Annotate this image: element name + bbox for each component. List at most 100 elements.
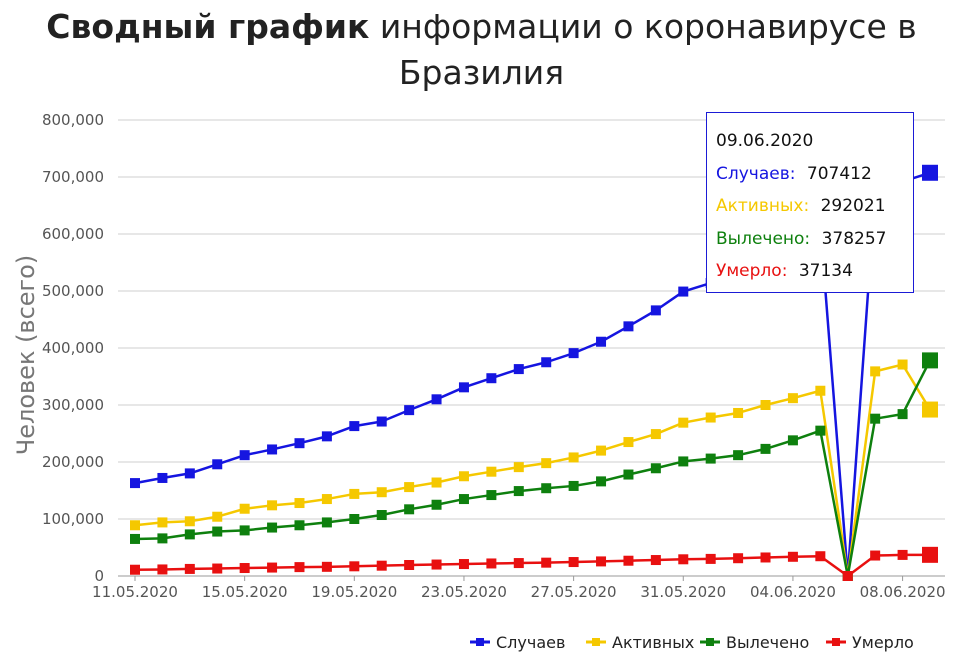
data-point[interactable] (294, 498, 305, 509)
legend-item[interactable]: Умерло (826, 633, 914, 652)
data-point[interactable] (760, 443, 771, 454)
data-point[interactable] (922, 401, 938, 418)
data-point[interactable] (705, 453, 716, 464)
data-point[interactable] (897, 409, 908, 420)
data-point[interactable] (294, 520, 305, 531)
data-point[interactable] (650, 305, 661, 316)
data-point[interactable] (897, 359, 908, 370)
data-point[interactable] (787, 393, 798, 404)
data-point[interactable] (376, 510, 387, 521)
data-point[interactable] (787, 435, 798, 446)
data-point[interactable] (458, 471, 469, 482)
data-point[interactable] (568, 557, 579, 568)
data-point[interactable] (623, 555, 634, 566)
data-point[interactable] (760, 552, 771, 563)
data-point[interactable] (623, 469, 634, 480)
legend-item[interactable]: Активных (586, 633, 694, 652)
data-point[interactable] (130, 520, 140, 531)
data-point[interactable] (541, 483, 552, 494)
data-point[interactable] (541, 557, 552, 568)
data-point[interactable] (922, 352, 938, 369)
data-point[interactable] (541, 357, 552, 368)
data-point[interactable] (596, 556, 607, 567)
data-point[interactable] (678, 456, 689, 467)
data-point[interactable] (650, 555, 661, 566)
data-point[interactable] (376, 560, 387, 571)
data-point[interactable] (513, 486, 524, 497)
data-point[interactable] (184, 563, 195, 574)
data-point[interactable] (596, 336, 607, 347)
data-point[interactable] (922, 164, 938, 181)
data-point[interactable] (650, 429, 661, 440)
data-point[interactable] (760, 400, 771, 410)
data-point[interactable] (705, 553, 716, 564)
data-point[interactable] (458, 559, 469, 570)
data-point[interactable] (404, 559, 415, 570)
data-point[interactable] (321, 561, 332, 572)
data-point[interactable] (513, 364, 524, 375)
data-point[interactable] (349, 488, 360, 499)
data-point[interactable] (596, 445, 607, 456)
data-point[interactable] (321, 517, 332, 528)
data-point[interactable] (267, 444, 278, 455)
data-point[interactable] (513, 462, 524, 473)
data-point[interactable] (870, 550, 881, 561)
data-point[interactable] (623, 437, 634, 448)
data-point[interactable] (458, 494, 469, 505)
data-point[interactable] (349, 421, 360, 432)
data-point[interactable] (267, 500, 278, 511)
data-point[interactable] (431, 394, 442, 405)
data-point[interactable] (897, 549, 908, 560)
data-point[interactable] (239, 503, 250, 514)
data-point[interactable] (486, 373, 497, 384)
data-point[interactable] (596, 476, 607, 487)
legend-item[interactable]: Случаев (470, 633, 565, 652)
legend-item[interactable]: Вылечено (700, 633, 809, 652)
data-point[interactable] (486, 466, 497, 477)
data-point[interactable] (678, 554, 689, 565)
data-point[interactable] (678, 286, 689, 297)
data-point[interactable] (212, 526, 223, 537)
data-point[interactable] (733, 407, 744, 418)
data-point[interactable] (130, 533, 140, 544)
data-point[interactable] (922, 546, 938, 563)
data-point[interactable] (184, 516, 195, 527)
data-point[interactable] (184, 529, 195, 540)
data-point[interactable] (431, 499, 442, 510)
data-point[interactable] (815, 385, 826, 396)
data-point[interactable] (733, 553, 744, 564)
data-point[interactable] (842, 571, 853, 581)
data-point[interactable] (870, 413, 881, 424)
data-point[interactable] (431, 559, 442, 570)
data-point[interactable] (705, 412, 716, 423)
data-point[interactable] (157, 564, 168, 575)
data-point[interactable] (733, 450, 744, 461)
data-point[interactable] (870, 366, 881, 377)
data-point[interactable] (623, 321, 634, 332)
data-point[interactable] (541, 458, 552, 469)
data-point[interactable] (157, 533, 168, 544)
data-point[interactable] (815, 425, 826, 436)
data-point[interactable] (294, 438, 305, 449)
data-point[interactable] (239, 525, 250, 536)
data-point[interactable] (267, 562, 278, 573)
data-point[interactable] (212, 459, 223, 470)
data-point[interactable] (294, 562, 305, 573)
data-point[interactable] (212, 563, 223, 574)
data-point[interactable] (349, 514, 360, 524)
data-point[interactable] (568, 480, 579, 491)
data-point[interactable] (130, 478, 140, 489)
data-point[interactable] (678, 417, 689, 428)
data-point[interactable] (431, 477, 442, 488)
data-point[interactable] (130, 564, 140, 575)
data-point[interactable] (239, 563, 250, 574)
data-point[interactable] (376, 487, 387, 498)
data-point[interactable] (486, 558, 497, 569)
data-point[interactable] (458, 382, 469, 393)
data-point[interactable] (321, 494, 332, 505)
data-point[interactable] (404, 482, 415, 493)
data-point[interactable] (404, 405, 415, 416)
data-point[interactable] (787, 551, 798, 562)
data-point[interactable] (157, 472, 168, 483)
data-point[interactable] (349, 561, 360, 572)
